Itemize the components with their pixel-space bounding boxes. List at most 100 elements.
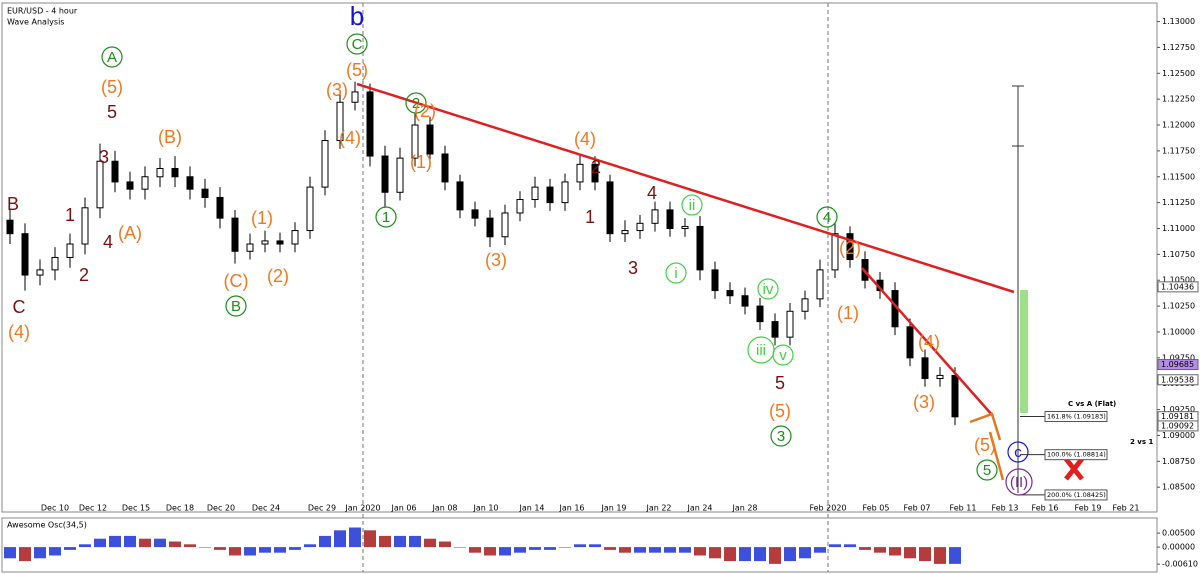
price-marker-label: 1.09685	[1161, 360, 1194, 369]
wave-label: (3)	[485, 250, 507, 270]
oscillator-bar	[844, 544, 856, 548]
y-tick-label: 1.12250	[1162, 95, 1195, 104]
wave-label: ii	[689, 197, 696, 214]
candle-body	[486, 217, 494, 238]
wave-label: (3)	[326, 80, 348, 100]
wave-label: C	[352, 36, 363, 53]
oscillator-bar	[259, 547, 271, 553]
chart-subtitle: Wave Analysis	[7, 18, 64, 27]
oscillator-bar	[694, 547, 706, 556]
oscillator-bar	[94, 538, 106, 548]
candle-body	[696, 225, 704, 271]
oscillator-bar	[394, 535, 406, 548]
oscillator-bar	[874, 547, 886, 553]
wave-label: b	[350, 1, 364, 31]
candle-body	[756, 305, 764, 323]
candle-body	[771, 321, 779, 338]
oscillator-bar	[739, 547, 751, 562]
y-tick-label: 1.10250	[1162, 302, 1195, 311]
candle-body	[126, 181, 134, 190]
wave-label: 1	[65, 205, 75, 225]
candle-body	[936, 374, 944, 380]
trend-line	[356, 82, 1015, 294]
oscillator-bar	[724, 547, 736, 562]
x-tick-label: Feb 2020	[809, 504, 846, 513]
wave-circle	[770, 425, 792, 447]
price-marker-label: 1.10436	[1161, 282, 1194, 291]
x-tick-label: Feb 19	[1075, 504, 1102, 513]
oscillator-bar	[574, 544, 586, 548]
oscillator-bar	[34, 547, 46, 559]
wave-circle	[976, 459, 998, 481]
candle-body	[951, 374, 959, 418]
x-tick-label: Dec 24	[252, 504, 280, 513]
wave-label: 3	[99, 147, 109, 167]
wave-label: 2	[412, 95, 420, 112]
oscillator-bar	[349, 527, 361, 548]
wave-circle	[225, 295, 247, 317]
wave-label: 5	[107, 102, 117, 122]
oscillator-bar	[589, 544, 601, 548]
price-marker	[1157, 359, 1199, 371]
price-marker	[1157, 374, 1199, 386]
wave-label: 4	[823, 209, 831, 226]
wave-circle	[816, 206, 838, 228]
x-tick-label: Dec 20	[207, 504, 235, 513]
wave-label: 1	[382, 209, 390, 226]
oscillator-bar	[169, 541, 181, 548]
oscillator-bar	[829, 544, 841, 548]
x-tick-label: Jan 14	[518, 504, 544, 513]
oscillator-bar	[784, 547, 796, 562]
wave-circle	[1007, 441, 1029, 463]
candle-body	[921, 357, 929, 380]
candle-body	[321, 140, 329, 188]
wave-label: 5	[775, 373, 785, 393]
candle-body	[291, 230, 299, 245]
candle-body	[21, 233, 29, 276]
wave-label: (2)	[267, 266, 289, 286]
wave-label: 2	[79, 265, 89, 285]
candle-body	[711, 269, 719, 292]
fib-title: C vs A (Flat)	[1068, 400, 1116, 408]
oscillator-bar	[604, 547, 616, 550]
fib-box	[1044, 449, 1108, 461]
x-tick-label: Jan 16	[558, 504, 584, 513]
wave-circle	[101, 46, 123, 68]
oscillator-bar	[454, 547, 466, 548]
candle-body	[411, 124, 419, 159]
y-tick-label: 1.09750	[1162, 353, 1195, 362]
oscillator-bar	[679, 547, 691, 553]
oscillator-bar	[469, 547, 481, 553]
candle-body	[381, 155, 389, 193]
oscillator-bar	[649, 547, 661, 553]
x-tick-label: Feb 16	[1032, 504, 1059, 513]
candle-body	[636, 222, 644, 232]
wave-circle	[665, 262, 687, 284]
wave-label: (4)	[574, 129, 596, 149]
wave-label: (1)	[837, 303, 859, 323]
wave-label: iii	[756, 342, 766, 359]
wave-label: C	[13, 297, 26, 317]
oscillator-bar	[709, 547, 721, 559]
fib-label: 100.0% (1.08814)	[1047, 451, 1106, 459]
fib-label: 161.8% (1.09183)	[1047, 412, 1106, 420]
oscillator-bar	[934, 547, 946, 564]
oscillator-bar	[529, 547, 541, 550]
wave-circle	[757, 278, 779, 300]
candle-body	[351, 91, 359, 103]
x-tick-label: Dec 18	[166, 504, 194, 513]
y-tick-label: 1.08750	[1162, 457, 1195, 466]
wave-label: 4	[647, 183, 657, 203]
oscillator-bar	[64, 547, 76, 550]
oscillator-bar	[889, 547, 901, 556]
wave-label: (5)	[101, 77, 123, 97]
x-tick-label: Jan 2020	[344, 504, 380, 513]
oscillator-bar	[619, 547, 631, 553]
wave-label: (5)	[974, 435, 996, 455]
x-tick-label: Feb 07	[904, 504, 931, 513]
candle-body	[51, 256, 59, 271]
wave-label: (5)	[346, 60, 368, 80]
x-tick-label: Jan 06	[390, 504, 416, 513]
wave-circle	[375, 206, 397, 228]
wave-circle	[405, 92, 427, 114]
